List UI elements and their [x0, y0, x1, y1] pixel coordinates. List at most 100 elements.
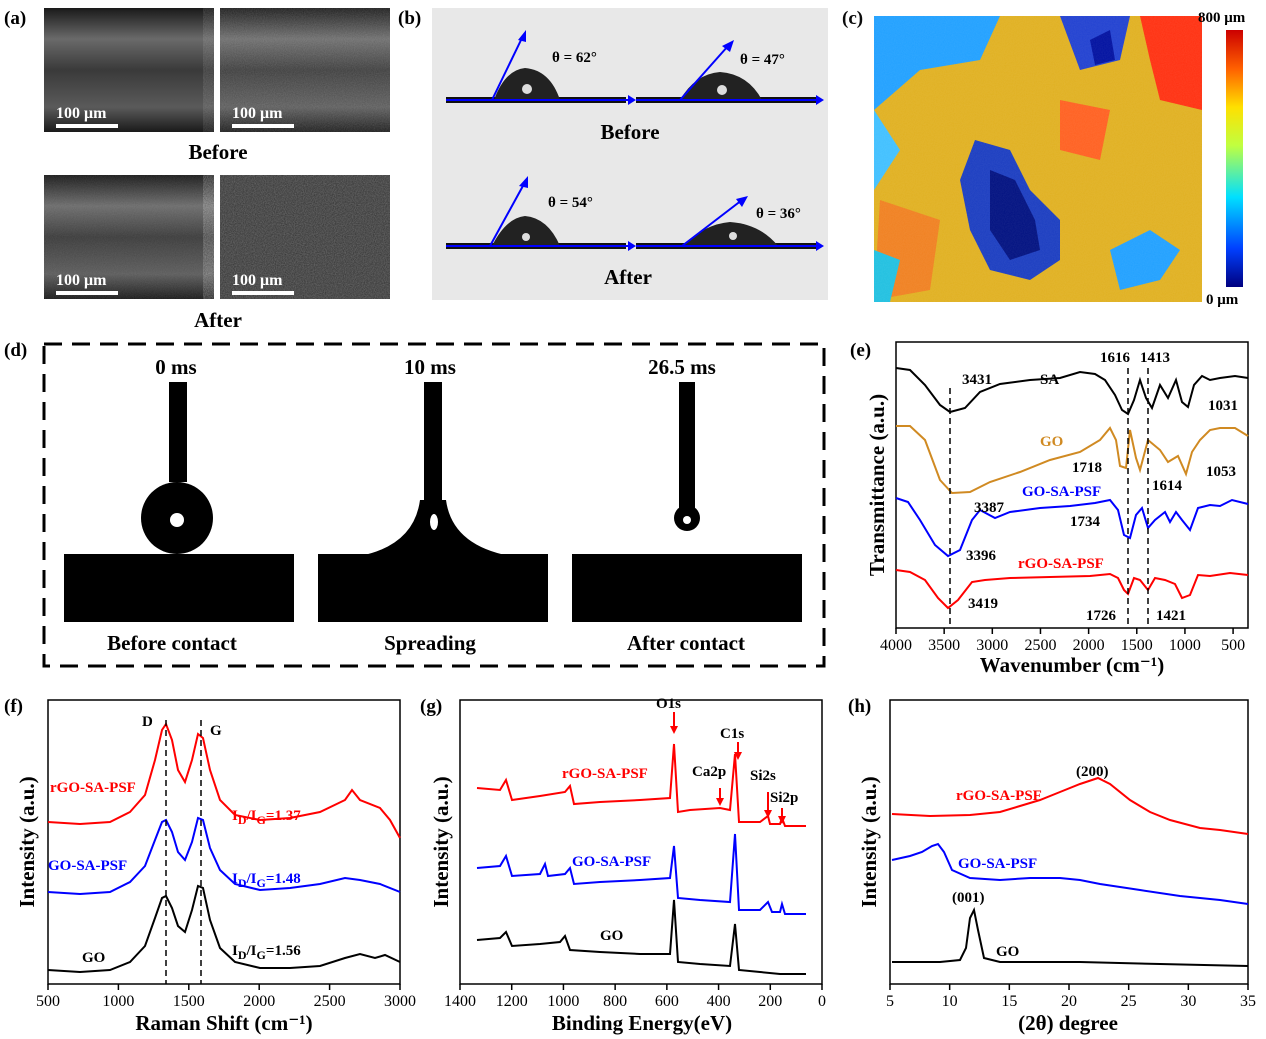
x-tick-label: 3500: [928, 637, 960, 654]
time-label: 26.5 ms: [648, 355, 716, 379]
series-line-sa: [895, 367, 1249, 416]
x-tick-label: 1200: [496, 993, 528, 1010]
peak-arrowhead: [734, 752, 742, 760]
series-label-rgo: rGO-SA-PSF: [956, 788, 1042, 804]
peak-label-200: (200): [1076, 764, 1109, 780]
x-axis-label: (2θ) degree: [1018, 1011, 1118, 1035]
x-tick-label: 4000: [880, 637, 912, 654]
x-tick-label: 1400: [444, 993, 476, 1010]
peak-arrowhead: [670, 726, 678, 734]
peak-annotation: 1718: [1072, 460, 1102, 476]
peak-annotation: 1413: [1140, 350, 1170, 366]
series-label-sa: SA: [1040, 372, 1059, 388]
panel-label-d: (d): [4, 340, 27, 361]
droplet-after-2: θ = 36°: [636, 196, 824, 251]
panel-b: (b) θ = 62° θ = 47° Before: [398, 8, 828, 300]
time-label: 0 ms: [155, 355, 196, 379]
series-label-rgo-sa-psf: rGO-SA-PSF: [1018, 556, 1104, 572]
x-axis-label: Raman Shift (cm⁻¹): [135, 1011, 312, 1035]
colorbar-min-label: 0 μm: [1206, 292, 1239, 308]
plot-frame: [459, 699, 823, 985]
peak-label-d: D: [142, 714, 153, 730]
plot-frame: [895, 341, 1249, 629]
x-tick-label: 500: [1221, 637, 1245, 654]
x-ticks: 4000 3500 3000 2500 2000 1500 1000 500: [880, 628, 1245, 654]
time-label: 10 ms: [404, 355, 456, 379]
series-line-rgo: [891, 776, 1249, 835]
colorbar: [1226, 30, 1243, 287]
series-label-go: GO: [996, 944, 1019, 960]
droplet-frame-0ms: 0 ms Before contact: [64, 355, 294, 655]
series-label-go-sa-psf: GO-SA-PSF: [1022, 484, 1101, 500]
series-label-go-sa-psf: GO-SA-PSF: [48, 858, 127, 874]
series-label-go: GO: [1040, 434, 1063, 450]
x-tick-label: 1500: [1121, 637, 1153, 654]
height-map-image: [874, 16, 1202, 302]
ratio-label-go: ID/IG=1.56: [232, 943, 301, 962]
panel-c: (c) 800 μm 0 μm: [842, 8, 1246, 308]
series-line-go: [896, 425, 1249, 495]
peak-arrowhead: [764, 810, 772, 818]
x-tick-label: 3000: [976, 637, 1008, 654]
peak-label-o1s: O1s: [656, 696, 681, 712]
x-tick-label: 25: [1121, 993, 1137, 1010]
peak-annotation: 3419: [968, 596, 998, 612]
y-axis-label: Intensity (a.u.): [15, 776, 39, 907]
ratio-label-rgo: ID/IG=1.37: [232, 808, 301, 827]
caption-before: Before: [188, 140, 247, 164]
x-tick-label: 3000: [384, 993, 416, 1010]
panel-label-e: (e): [850, 340, 871, 361]
x-tick-label: 1500: [173, 993, 205, 1010]
scale-bar-label: 100 μm: [232, 105, 283, 122]
panel-label-f: (f): [4, 696, 23, 717]
x-tick-label: 200: [758, 993, 782, 1010]
plot-frame: [889, 699, 1249, 985]
x-tick-label: 1000: [1169, 637, 1201, 654]
caption-before: Before: [600, 120, 659, 144]
x-axis-label: Binding Energy(eV): [552, 1011, 732, 1035]
x-tick-label: 1000: [102, 993, 134, 1010]
panel-f: (f) 500 1000 1500 2000 2500 3000 Raman Shift …: [4, 696, 416, 1035]
sem-image-after-1: 100 μm: [44, 175, 214, 299]
peak-label-g: G: [210, 723, 222, 739]
x-tick-label: 15: [1001, 993, 1017, 1010]
peak-arrowhead: [778, 816, 786, 824]
droplet-before-1: θ = 62°: [446, 30, 636, 105]
plot-frame: [47, 699, 401, 985]
sem-image-after-2: 100 μm: [220, 175, 390, 299]
contact-angle-label: θ = 47°: [740, 52, 785, 68]
x-tick-label: 30: [1180, 993, 1196, 1010]
x-axis-label: Wavenumber (cm⁻¹): [980, 653, 1164, 677]
x-tick-label: 0: [818, 993, 826, 1010]
panel-h: (h) 5 10 15 20 25 30 35 (2θ) degree Intensity …: [848, 696, 1256, 1035]
panel-label-h: (h): [848, 696, 871, 717]
series-line-go-sa-psf: [476, 833, 806, 915]
series-line-go-sa-psf: [895, 497, 1249, 558]
x-tick-label: 1000: [547, 993, 579, 1010]
series-line-go-sa-psf: [891, 842, 1249, 905]
x-tick-label: 2500: [314, 993, 346, 1010]
dashed-frame: [42, 342, 826, 668]
frame-caption: Spreading: [384, 631, 476, 655]
peak-annotation: 3387: [974, 500, 1005, 516]
series-line-rgo: [476, 743, 806, 827]
panel-g: (g) 1400 1200 1000 800 600 400 200 0 Binding En…: [420, 696, 826, 1035]
series-line-go: [476, 899, 806, 975]
contact-angle-label: θ = 36°: [756, 206, 801, 222]
frame-caption: After contact: [627, 631, 745, 655]
ratio-label-go-sa-psf: ID/IG=1.48: [232, 871, 301, 890]
panel-a: (a) 100 μm 100 μm Before 100 μm 100 μm A…: [4, 8, 390, 332]
scale-bar-label: 100 μm: [56, 105, 107, 122]
series-line-go-sa-psf: [47, 816, 401, 896]
peak-label-001: (001): [952, 890, 985, 906]
peak-annotation: 3431: [962, 372, 992, 388]
series-label-rgo: rGO-SA-PSF: [50, 780, 136, 796]
x-tick-label: 10: [942, 993, 958, 1010]
droplet-frame-10ms: 10 ms Spreading: [318, 355, 548, 655]
peak-label-c1s: C1s: [720, 726, 744, 742]
panel-d: (d) 0 ms Before contact 10 ms Spreading …: [4, 340, 826, 668]
sem-image-before-1: 100 μm: [44, 8, 214, 132]
panel-e: (e) 4000 3500 3000 2500 2000 1500 1000 500 Wave…: [850, 340, 1249, 677]
x-tick-label: 5: [886, 993, 894, 1010]
